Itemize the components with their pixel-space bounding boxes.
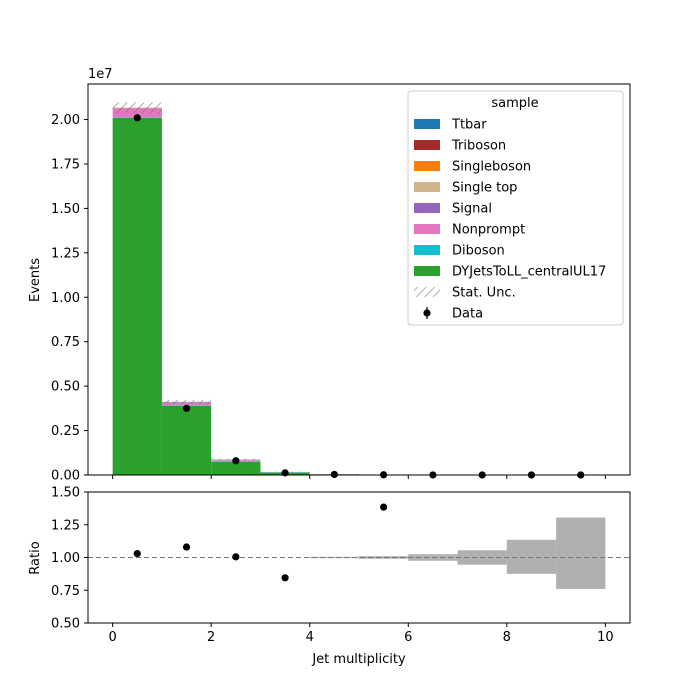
ratio-y-axis-label: Ratio [28,541,43,574]
legend-label-diboson: Diboson [452,244,505,259]
legend-swatch-dyjetstoll-centralul17 [414,266,440,276]
main-axes-frame [87,83,631,476]
legend-swatch-signal [414,203,440,213]
ratio-panel: 0.50 0.75 1.00 1.25 1.50 0 2 4 6 8 10 Ratio Jet m… [28,486,631,667]
main-y-tick-label: 0.50 [51,380,80,395]
ratio-y-tick-label: 0.75 [51,584,80,599]
legend-box [407,90,624,326]
bar-dyjetstoll-centralul17-bin-0 [112,117,162,475]
ratio-point-2 [232,553,240,561]
legend-entries: Ttbar Triboson Singleboson Single top Signal… [414,118,606,322]
ratio-points [133,503,388,582]
x-tick-label: 10 [597,630,614,645]
ratio-point-4 [380,503,388,511]
legend-label-nonprompt: Nonprompt [452,223,525,238]
x-tick-label: 4 [306,630,314,645]
stat-unc-bin-1 [161,399,212,404]
ratio-unc-band-bin-0 [309,556,359,559]
main-panel: 0.00 0.25 0.50 0.75 1.00 1.25 1.50 1.75 2.00 1e7… [28,67,631,484]
ratio-uncertainty-band [309,517,606,589]
legend-label-triboson: Triboson [451,139,506,154]
ratio-y-tick-label: 1.50 [51,486,80,501]
x-tick-label: 2 [207,630,215,645]
legend-swatch-single-top [414,182,440,192]
x-axis-label: Jet multiplicity [311,652,406,667]
main-y-tick-label: 0.00 [51,469,80,484]
ratio-unc-band-bin-5 [556,517,606,589]
main-y-tick-label: 1.50 [51,202,80,217]
x-tick-label: 8 [503,630,511,645]
ratio-x-ticks: 0 2 4 6 8 10 [108,623,614,645]
legend-label-dyjetstoll-centralul17: DYJetsToLL_centralUL17 [452,265,606,280]
ratio-y-tick-label: 1.00 [51,551,80,566]
bar-nonprompt-bin-1 [161,402,212,406]
bar-dyjetstoll-centralul17-bin-1 [161,405,212,475]
main-y-tick-label: 1.75 [51,157,80,172]
main-x-ticks [112,475,606,479]
ratio-y-tick-label: 1.25 [51,518,80,533]
main-y-tick-label: 0.25 [51,424,80,439]
main-y-ticks: 0.00 0.25 0.50 0.75 1.00 1.25 1.50 1.75 2.00 [51,113,88,484]
ratio-y-ticks: 0.50 0.75 1.00 1.25 1.50 [51,486,88,632]
data-point-bin-0 [133,114,141,122]
legend-swatch-diboson [414,245,440,255]
x-tick-label: 6 [404,630,412,645]
ratio-point-3 [281,574,289,582]
legend-label-data: Data [452,307,483,322]
legend-marker-data [423,309,431,317]
main-y-tick-label: 1.25 [51,246,80,261]
ratio-y-tick-label: 0.50 [51,617,80,632]
ratio-point-1 [182,543,191,551]
ratio-unc-band-bin-4 [506,539,557,574]
legend-swatch-nonprompt [414,224,440,234]
x-tick-label: 0 [108,630,116,645]
stat-unc-bin-0 [112,102,162,114]
ratio-point-0 [133,549,141,558]
legend-swatch-ttbar [414,119,440,129]
main-y-axis-label: Events [28,258,43,302]
data-point-bin-4 [330,470,338,479]
legend-label-singleboson: Singleboson [452,160,531,175]
bar-dyjetstoll-centralul17-bin-2 [211,461,261,475]
legend-label-single-top: Single top [452,181,517,196]
main-y-tick-label: 0.75 [51,335,80,350]
legend-label-stat-unc-: Stat. Unc. [452,286,516,301]
legend-label-ttbar: Ttbar [451,118,487,133]
legend-title: sample [491,96,538,111]
main-y-tick-label: 1.00 [51,291,80,306]
data-point-bin-1 [182,404,191,412]
legend-swatch-triboson [414,140,440,150]
main-y-tick-label: 2.00 [51,113,80,128]
legend-swatch-stat-unc- [414,287,440,297]
y-offset-text: 1e7 [88,67,113,82]
ratio-unc-band-bin-1 [359,556,409,559]
legend: sample Ttbar Triboson Singleboson Single to… [407,90,624,326]
legend-label-signal: Signal [452,202,492,217]
data-point-bin-2 [232,457,240,465]
legend-swatch-singleboson [414,161,440,171]
